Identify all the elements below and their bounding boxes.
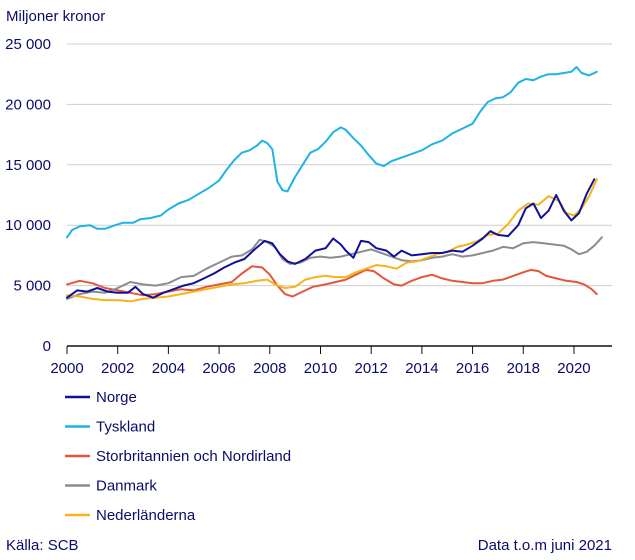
y-tick-label: 15 000 [5,157,51,174]
legend-label: Storbritannien och Nordirland [96,448,291,465]
y-tick-label: 5 000 [13,278,51,295]
y-axis-label: Miljoner kronor [6,8,105,25]
legend-label: Tyskland [96,419,155,436]
x-tick-label: 2018 [507,360,540,377]
series-line-nederl-nderna [66,178,598,303]
legend-label: Norge [96,389,137,406]
series-line-norge [66,178,596,299]
y-tick-label: 0 [43,338,51,355]
legend-label: Nederländerna [96,507,196,524]
x-tick-label: 2002 [101,360,134,377]
y-axis-ticks: 0 5 000 10 000 15 000 20 000 25 000 [5,36,51,355]
x-axis-ticks: 2000 2002 2004 2006 2008 2010 2012 2014 2016 2018… [50,346,591,377]
x-tick-label: 2020 [557,360,590,377]
source-note: Källa: SCB [6,537,79,554]
series-lines [66,66,603,303]
x-tick-label: 2000 [50,360,83,377]
data-period-note: Data t.o.m juni 2021 [477,537,612,554]
legend: Norge Tyskland Storbritannien och Nordirla… [65,389,291,524]
x-tick-label: 2004 [152,360,185,377]
gridlines [67,43,612,347]
series-line-storbritannien-och-nordirland [66,265,598,298]
y-tick-label: 10 000 [5,217,51,234]
x-tick-label: 2014 [405,360,438,377]
legend-label: Danmark [96,478,157,495]
x-tick-label: 2006 [202,360,235,377]
series-line-tyskland [66,66,598,239]
x-tick-label: 2010 [304,360,337,377]
x-tick-label: 2016 [456,360,489,377]
y-tick-label: 20 000 [5,96,51,113]
series-line-danmark [66,236,603,300]
x-tick-label: 2012 [354,360,387,377]
x-tick-label: 2008 [253,360,286,377]
y-tick-label: 25 000 [5,36,51,53]
